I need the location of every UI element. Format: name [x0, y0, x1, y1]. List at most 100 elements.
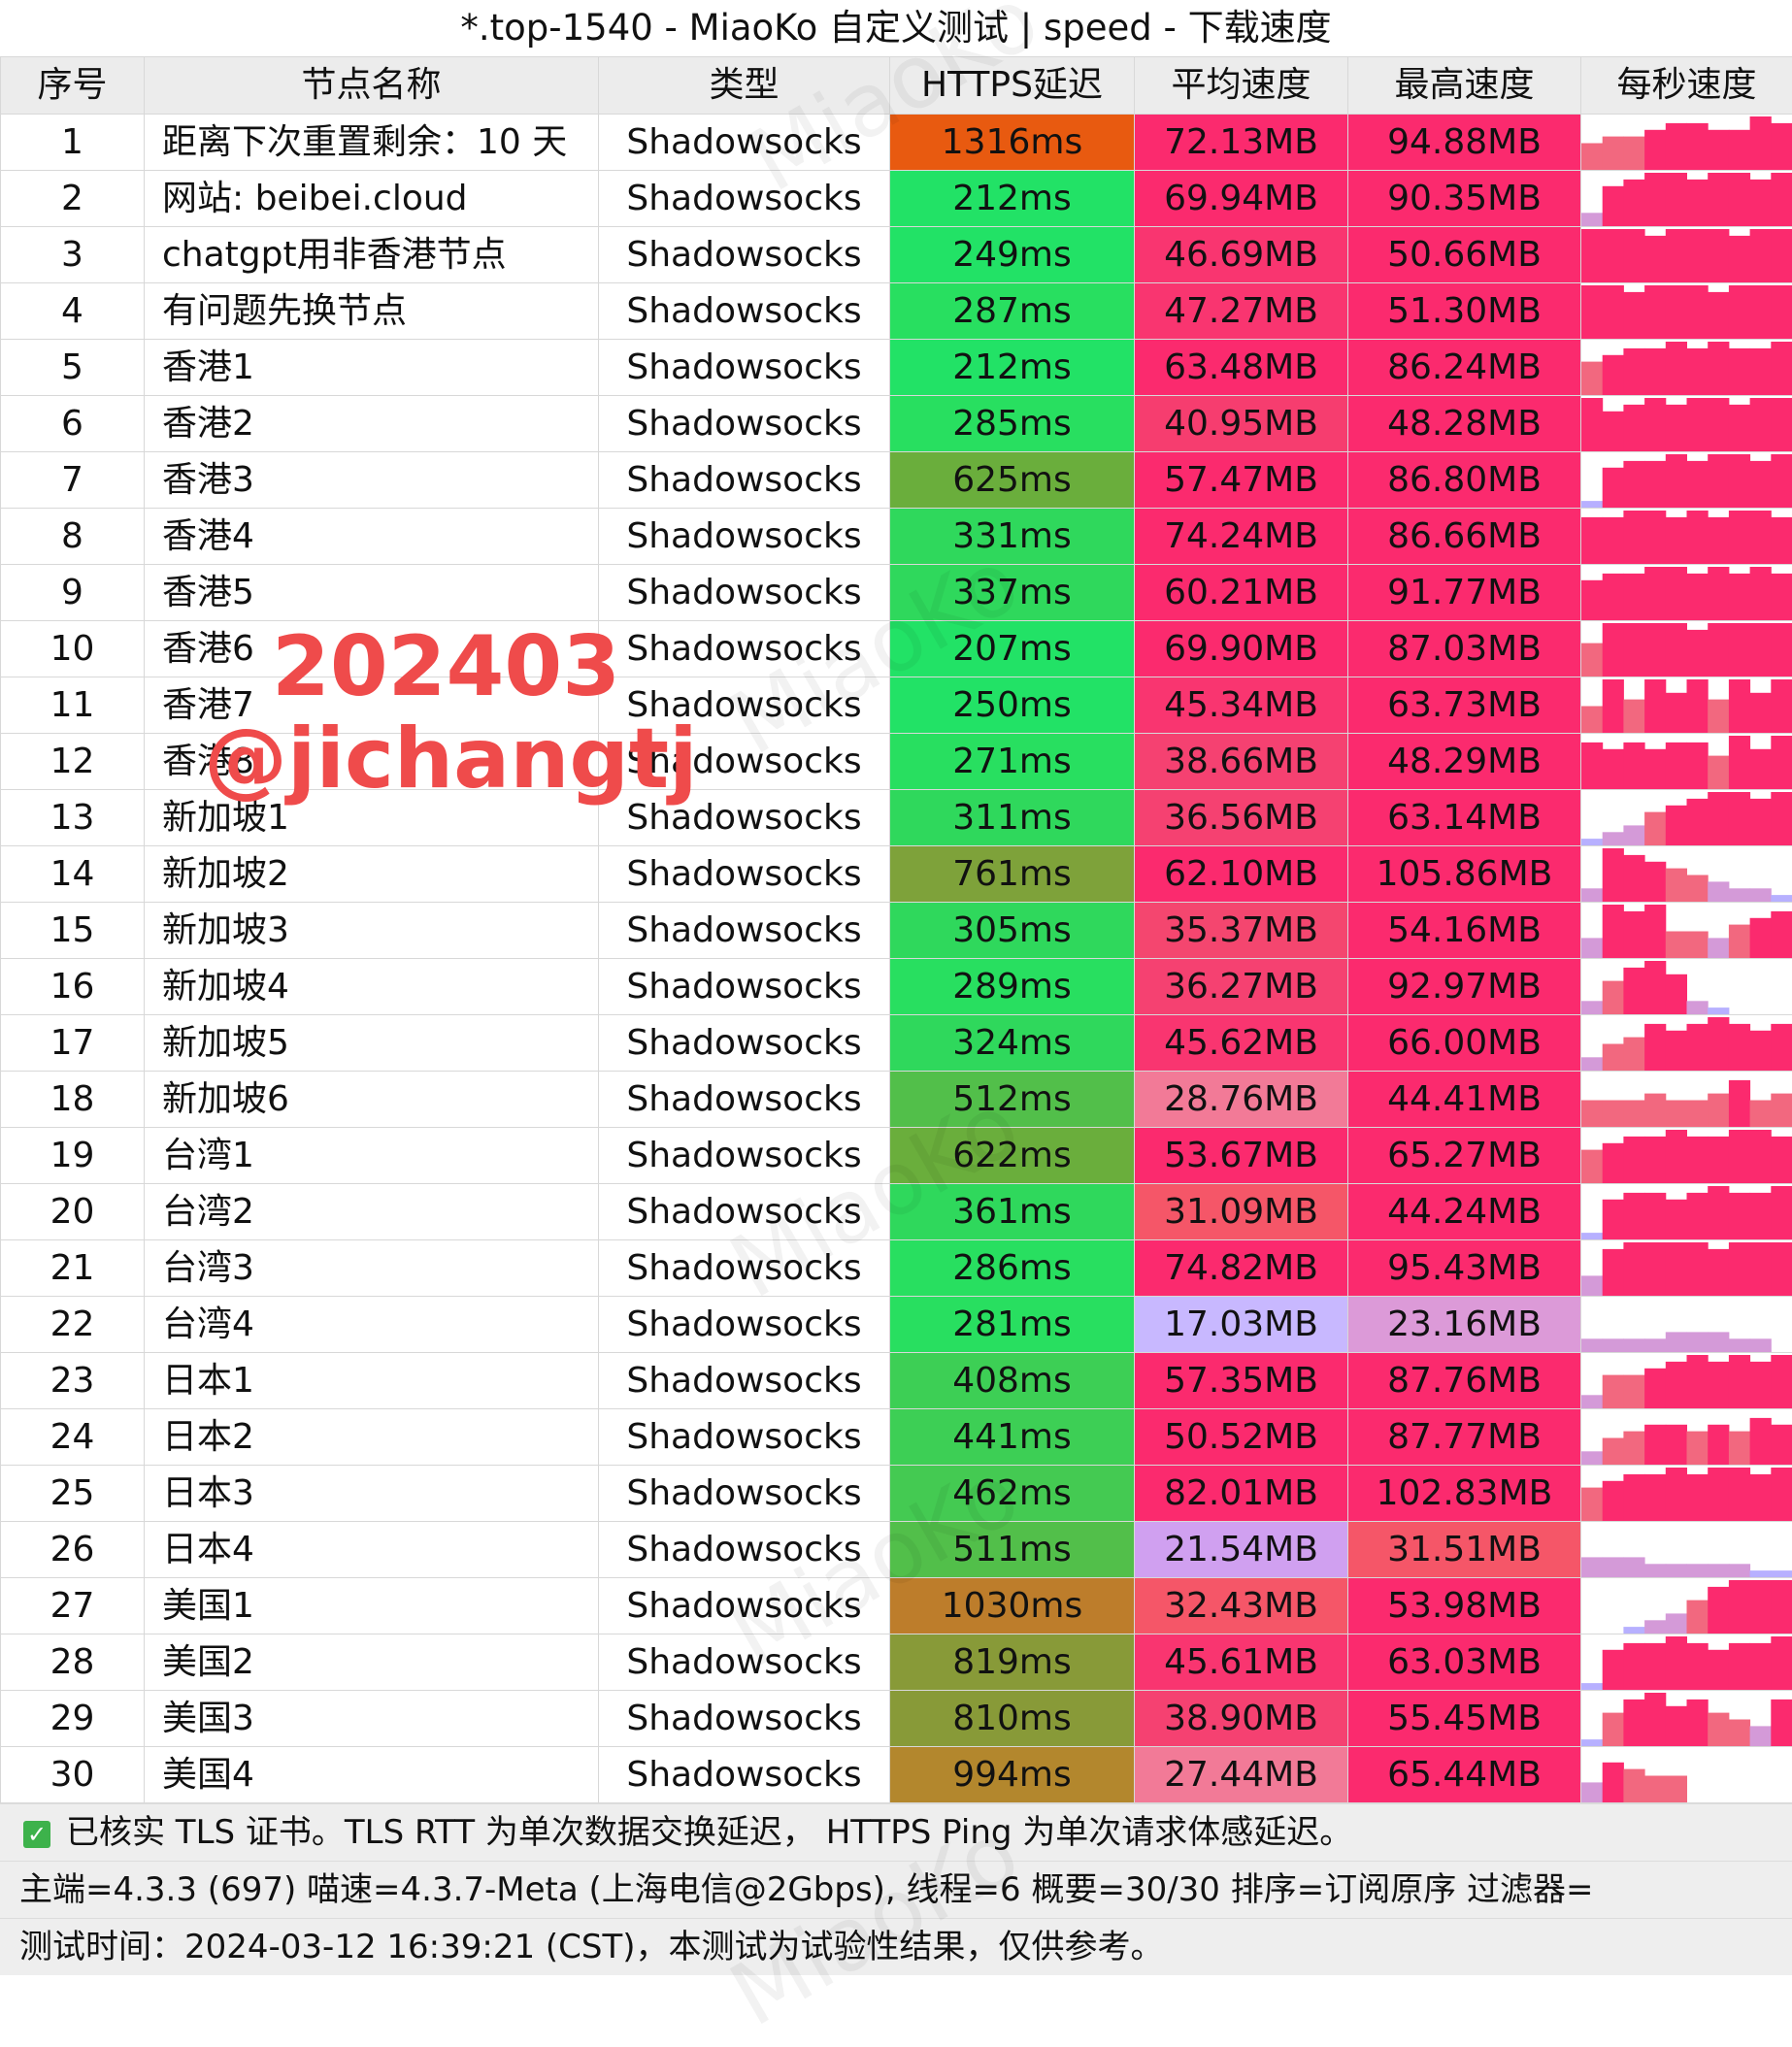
per-second-sparkline: [1581, 1578, 1792, 1634]
avg-speed: 40.95MB: [1135, 396, 1348, 452]
row-index: 15: [1, 903, 145, 959]
col-header-type[interactable]: 类型: [599, 57, 890, 115]
avg-speed: 45.61MB: [1135, 1634, 1348, 1691]
sparkline-bar: [1603, 1713, 1624, 1746]
sparkline-bar: [1644, 567, 1666, 620]
node-name: 新加坡2: [145, 846, 599, 903]
col-header-latency[interactable]: HTTPS延迟: [890, 57, 1135, 115]
node-name: 香港3: [145, 452, 599, 509]
node-type: Shadowsocks: [599, 1466, 890, 1522]
row-index: 23: [1, 1353, 145, 1409]
col-header-per-second[interactable]: 每秒速度: [1581, 57, 1792, 115]
sparkline-bar: [1581, 517, 1603, 564]
sparkline-bar: [1708, 881, 1729, 902]
sparkline-bar: [1581, 580, 1603, 620]
sparkline-bar: [1729, 405, 1750, 451]
node-name: 有问题先换节点: [145, 283, 599, 340]
max-speed: 48.29MB: [1348, 734, 1581, 790]
col-header-max-speed[interactable]: 最高速度: [1348, 57, 1581, 115]
sparkline-bar: [1581, 398, 1603, 451]
https-latency: 761ms: [890, 846, 1135, 903]
sparkline-bar: [1623, 1474, 1644, 1521]
sparkline-bar: [1729, 173, 1750, 226]
sparkline-bar: [1729, 574, 1750, 620]
sparkline-bar: [1623, 1627, 1644, 1634]
max-speed: 63.14MB: [1348, 790, 1581, 846]
max-speed: 66.00MB: [1348, 1015, 1581, 1072]
sparkline-bar: [1603, 1481, 1624, 1521]
row-index: 22: [1, 1297, 145, 1353]
sparkline-bar: [1623, 348, 1644, 395]
row-index: 8: [1, 509, 145, 565]
col-header-name[interactable]: 节点名称: [145, 57, 599, 115]
sparkline-bar: [1750, 749, 1772, 789]
sparkline-bar: [1729, 1024, 1750, 1071]
sparkline-bar: [1687, 1601, 1709, 1634]
col-header-avg-speed[interactable]: 平均速度: [1135, 57, 1348, 115]
node-name: 香港1: [145, 340, 599, 396]
col-header-index[interactable]: 序号: [1, 57, 145, 115]
sparkline-bar: [1581, 229, 1603, 282]
max-speed: 87.03MB: [1348, 621, 1581, 677]
sparkline-bar: [1750, 1580, 1772, 1634]
sparkline-bar: [1687, 348, 1709, 395]
sparkline-bar: [1603, 1650, 1624, 1690]
node-type: Shadowsocks: [599, 1353, 890, 1409]
avg-speed: 74.24MB: [1135, 509, 1348, 565]
row-index: 19: [1, 1128, 145, 1184]
node-type: Shadowsocks: [599, 1072, 890, 1128]
sparkline-bar: [1581, 644, 1603, 677]
https-latency: 1316ms: [890, 115, 1135, 171]
row-index: 9: [1, 565, 145, 621]
sparkline-bar: [1750, 398, 1772, 451]
per-second-sparkline: [1581, 396, 1792, 452]
sparkline-bar: [1644, 961, 1666, 1014]
node-name: 香港7: [145, 677, 599, 734]
avg-speed: 36.27MB: [1135, 959, 1348, 1015]
https-latency: 249ms: [890, 227, 1135, 283]
per-second-sparkline: [1581, 1522, 1792, 1578]
sparkline-bar: [1666, 693, 1687, 733]
sparkline-bar: [1750, 1101, 1772, 1128]
sparkline-bar: [1771, 285, 1792, 339]
row-index: 30: [1, 1747, 145, 1803]
sparkline-bar: [1708, 1186, 1729, 1239]
sparkline-bar: [1644, 1620, 1666, 1634]
per-second-sparkline: [1581, 1072, 1792, 1128]
sparkline-bar: [1623, 511, 1644, 564]
sparkline-bar: [1666, 869, 1687, 902]
node-name: 台湾4: [145, 1297, 599, 1353]
